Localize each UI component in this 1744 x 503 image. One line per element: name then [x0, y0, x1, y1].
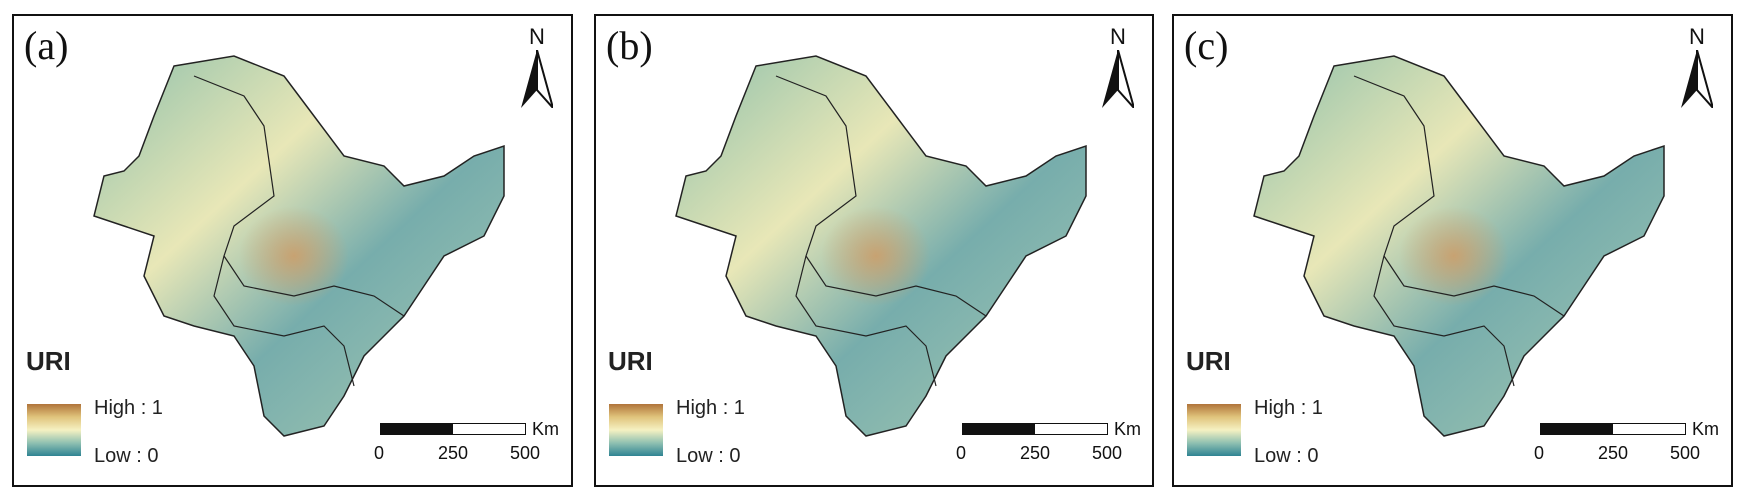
scale-bar: [1540, 423, 1686, 435]
legend-low-label: Low : 0: [1254, 445, 1319, 467]
legend-color-ramp: [609, 404, 663, 456]
scale-bar: [380, 423, 526, 435]
province-boundary: [795, 255, 937, 387]
legend-title: URI: [608, 346, 653, 376]
north-arrow: N: [517, 24, 557, 110]
north-arrow-icon: [1681, 50, 1713, 108]
legend-title: URI: [1186, 346, 1231, 376]
legend-title: URI: [26, 346, 71, 376]
scale-tick: 500: [510, 443, 541, 463]
uri-map: [1253, 55, 1665, 437]
north-arrow-icon: [1102, 50, 1134, 108]
map-panel-b: (b) N URI High : 1 Low : 0 Km 0 250 500: [594, 14, 1154, 487]
legend-high-label: High : 1: [1254, 397, 1323, 419]
north-arrow-icon: [521, 50, 553, 108]
panel-label: (a): [24, 23, 69, 68]
scale-tick: 0: [374, 443, 385, 463]
legend-high-label: High : 1: [676, 397, 745, 419]
north-label: N: [1689, 24, 1705, 49]
legend-color-ramp: [27, 404, 81, 456]
scale-unit: Km: [532, 419, 559, 439]
scale-tick: 250: [1598, 443, 1629, 463]
province-boundary: [213, 255, 355, 387]
legend-low-label: Low : 0: [676, 445, 741, 467]
scale-tick: 500: [1670, 443, 1701, 463]
legend-low-label: Low : 0: [94, 445, 159, 467]
uri-map: [93, 55, 505, 437]
north-label: N: [1110, 24, 1126, 49]
scale-tick: 0: [956, 443, 967, 463]
panel-label: (b): [606, 23, 653, 68]
scale-unit: Km: [1692, 419, 1719, 439]
legend-color-ramp: [1187, 404, 1241, 456]
map-panel-c: (c) N URI High : 1 Low : 0 Km 0 250 500: [1172, 14, 1733, 487]
scale-tick: 0: [1534, 443, 1545, 463]
legend-high-label: High : 1: [94, 397, 163, 419]
scale-tick: 250: [438, 443, 469, 463]
north-arrow: N: [1098, 24, 1138, 110]
map-panel-a: (a) N URI High : 1 Low : 0 Km 0 250 500: [12, 14, 573, 487]
province-boundary: [1373, 255, 1515, 387]
north-arrow: N: [1677, 24, 1717, 110]
scale-bar: [962, 423, 1108, 435]
panel-label: (c): [1184, 23, 1229, 68]
uri-map: [675, 55, 1087, 437]
scale-unit: Km: [1114, 419, 1141, 439]
north-label: N: [529, 24, 545, 49]
scale-tick: 250: [1020, 443, 1051, 463]
scale-tick: 500: [1092, 443, 1123, 463]
